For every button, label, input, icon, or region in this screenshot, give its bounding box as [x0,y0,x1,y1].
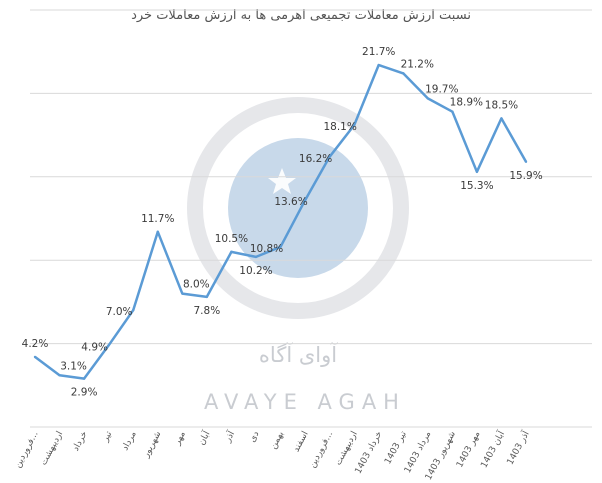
x-tick-label: شهریور [141,430,164,460]
data-label: 11.7% [141,213,174,225]
data-point [107,344,110,347]
data-label: 7.0% [106,306,133,318]
data-label: 4.2% [22,338,49,350]
data-label: 18.1% [323,121,356,133]
data-label: 3.1% [60,360,87,372]
data-point [352,123,356,127]
x-tick-label: اسفند [292,430,311,454]
data-point [205,295,209,299]
x-tick-labels: فروردین...اردیبهشت خرداد تیر مرداد شهریور مهر… [13,428,532,482]
data-point [230,250,233,254]
grid-lines [30,9,592,345]
data-point [181,292,184,295]
data-label: 10.5% [215,233,248,245]
watermark-brand-latin: AVAYE AGAH [204,390,406,414]
x-tick-label: مهر [172,430,188,448]
data-point [475,170,479,173]
data-point [426,97,429,100]
data-point [58,374,61,377]
data-point [377,63,380,67]
data-label: 21.7% [362,46,395,58]
data-label: 16.2% [299,153,332,165]
data-points [33,63,528,380]
watermark-logo-circle [228,138,368,278]
data-point [132,309,135,312]
x-tick-label: خرداد [71,430,90,453]
data-point [33,355,37,359]
data-point [402,72,405,75]
data-point [328,155,331,158]
x-tick-label: تیر [100,429,114,444]
watermark-brand-persian: آوای آگاه [259,342,338,367]
data-label: 10.8% [250,243,283,255]
x-tick-label: اردیبهشت [39,430,65,467]
x-tick-label: آبان [195,428,213,447]
x-tick-label: آذر [221,428,237,445]
x-tick-label: فروردین... [13,430,41,470]
data-label: 2.9% [71,387,98,399]
x-tick-label: دی [248,430,262,444]
data-point [500,117,503,120]
chart-title: نسبت ارزش معاملات تجمیعی اهرمی ها به ارز… [131,8,471,23]
data-label: 4.9% [81,341,108,353]
data-point [156,230,159,234]
x-tick-label: بهمن [269,430,287,451]
watermark-star-icon [268,168,296,194]
data-label: 13.6% [274,196,307,208]
x-tick-label: آذر 1403 [504,428,532,466]
data-point [82,377,86,380]
data-label: 10.2% [239,265,272,277]
data-label: 21.2% [401,58,434,70]
x-tick-label: اردیبهشت [334,430,360,467]
x-tick-label: فروردین... [308,430,336,470]
data-point [451,110,454,113]
data-point [524,160,528,163]
watermark: آوای آگاه AVAYE AGAH [187,97,409,414]
data-point [279,245,282,249]
data-label: 19.7% [425,83,458,95]
x-tick-label: مهر 1403 [455,430,483,470]
data-label: 15.3% [460,180,493,192]
data-point [303,198,307,202]
data-label: 18.5% [485,99,518,111]
data-label: 15.9% [509,170,542,182]
watermark-ring [187,97,409,319]
x-tick-label: تیر 1403 [383,429,409,466]
data-label: 7.8% [194,305,221,317]
data-label: 18.9% [450,97,483,109]
x-tick-label: مرداد [120,430,138,453]
data-label: 8.0% [183,279,210,291]
data-point [254,255,258,259]
data-labels: 4.2%3.1%2.9%4.9%7.0%11.7%8.0%7.8%10.5%10… [22,46,543,399]
